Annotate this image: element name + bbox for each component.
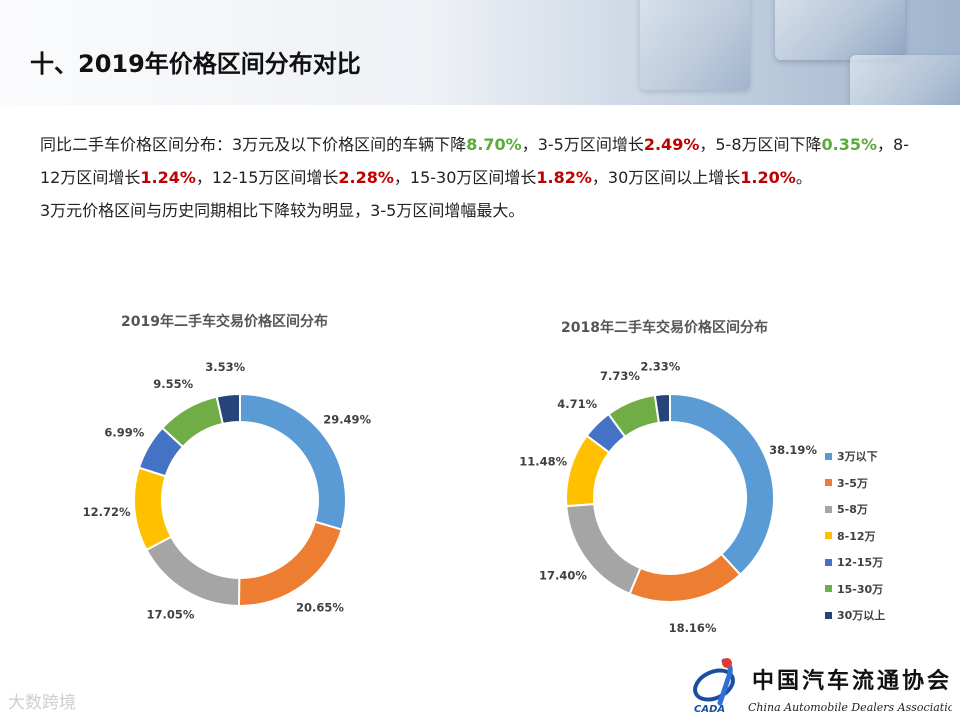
cada-emblem-mark [693, 658, 735, 706]
donut-2018-label-6: 2.33% [640, 359, 680, 373]
watermark: 大数跨境 [8, 693, 76, 713]
pct-5-8w: 0.35% [821, 135, 878, 154]
donut-2019-slice-6 [215, 392, 241, 426]
legend-item: 8-12万 [825, 523, 885, 550]
legend-swatch [825, 505, 832, 513]
summary-text-k: ，15-30万区间增长 [393, 168, 537, 187]
pct-8-12w: 1.24% [140, 168, 196, 187]
logo-name-en: China Automobile Dealers Association [748, 701, 952, 714]
pct-12-15w: 2.28% [338, 168, 394, 187]
legend-label: 30万以上 [837, 609, 886, 623]
summary-text-g: ，8-12万区间增长 [40, 135, 909, 187]
cada-logo: CADA 中国汽车流通协会 China Automobile Dealers A… [690, 655, 960, 715]
legend-swatch [825, 532, 832, 540]
summary-paragraph-2: 3万元价格区间与历史同期相比下降较为明显，3-5万区间增幅最大。 [40, 201, 525, 220]
legend-item: 15-30万 [825, 576, 885, 603]
summary-text-a: 同比二手车价格区间分布：3万元及以下价格区间的车辆下降 [40, 135, 467, 154]
summary-text-i: ，12-15万区间增长 [195, 168, 339, 187]
donut-chart-2019: 2019年二手车交易价格区间分布 29.49% 20.65% 17.05% 12.72… [83, 314, 372, 622]
donut-2018-label-5: 7.73% [600, 369, 640, 383]
legend-label: 15-30万 [837, 582, 884, 596]
summary-text-e: ，5-8万区间下降 [699, 135, 822, 154]
donut-2018-label-1: 18.16% [669, 621, 717, 635]
legend-item: 3-5万 [825, 470, 885, 497]
pct-3-5w: 2.49% [643, 135, 700, 154]
chart-title-2019: 2019年二手车交易价格区间分布 [121, 314, 328, 330]
donut-2018-label-4: 4.71% [557, 397, 597, 411]
legend-swatch [825, 479, 832, 487]
pct-15-30w: 1.82% [536, 168, 592, 187]
donut-2019-label-4: 6.99% [104, 425, 144, 439]
decor-cube-1 [640, 0, 750, 90]
summary-text: 同比二手车价格区间分布：3万元及以下价格区间的车辆下降8.70%，3-5万区间增… [40, 128, 925, 227]
donut-2018-label-2: 17.40% [539, 568, 587, 582]
donut-2019-label-1: 20.65% [296, 601, 344, 615]
donut-2019-svg: 29.49% 20.65% 17.05% 12.72% 6.99% 9.55% 3.53% [83, 360, 372, 622]
header-banner [0, 0, 960, 105]
legend-item: 12-15万 [825, 549, 885, 576]
donut-2019-label-2: 17.05% [147, 608, 195, 622]
legend-swatch [825, 611, 832, 619]
header-decoration [600, 0, 960, 105]
summary-text-c: ，3-5万区间增长 [521, 135, 644, 154]
donut-2019-label-3: 12.72% [83, 505, 131, 519]
donut-2018-slice-1 [628, 552, 742, 603]
donut-2019-label-6: 3.53% [205, 360, 245, 374]
legend-label: 12-15万 [837, 556, 884, 570]
summary-text-m: ，30万区间以上增长 [591, 168, 741, 187]
chart-legend-2018: 3万以下 3-5万 5-8万 8-12万 12-15万 15-30万 30万以上 [825, 443, 885, 629]
summary-paragraph-1: 同比二手车价格区间分布：3万元及以下价格区间的车辆下降8.70%，3-5万区间增… [40, 128, 925, 194]
donut-2019-label-5: 9.55% [153, 377, 193, 391]
decor-cube-3 [850, 55, 960, 105]
legend-label: 3万以下 [837, 450, 878, 464]
pct-under-3w: 8.70% [466, 135, 522, 154]
legend-item: 30万以上 [825, 602, 885, 629]
pct-over-30w: 1.20% [740, 168, 796, 187]
legend-swatch [825, 558, 832, 566]
legend-item: 3万以下 [825, 443, 885, 470]
legend-swatch [825, 452, 832, 460]
donut-2018-label-3: 11.48% [519, 454, 567, 468]
legend-label: 8-12万 [837, 529, 876, 543]
legend-label: 3-5万 [837, 476, 868, 490]
page-title: 十、2019年价格区间分布对比 [30, 50, 361, 78]
donut-2018-slice-6 [653, 392, 671, 424]
logo-abbr: CADA [694, 704, 725, 715]
summary-text-o: 。 [795, 168, 812, 187]
chart-title-2018: 2018年二手车交易价格区间分布 [561, 320, 768, 336]
donut-2018-label-0: 38.19% [769, 443, 817, 457]
cada-emblem: CADA 中国汽车流通协会 China Automobile Dealers A… [693, 658, 960, 715]
donut-2018-slice-0 [669, 392, 775, 577]
donut-2019-label-0: 29.49% [323, 413, 371, 427]
donut-2018-svg: 38.19% 18.16% 17.40% 11.48% 4.71%7.73%2.33% [519, 359, 817, 635]
decor-cube-2 [775, 0, 905, 60]
logo-name-cn: 中国汽车流通协会 [752, 668, 952, 694]
legend-item: 5-8万 [825, 496, 885, 523]
legend-label: 5-8万 [837, 503, 868, 517]
legend-swatch [825, 585, 832, 593]
